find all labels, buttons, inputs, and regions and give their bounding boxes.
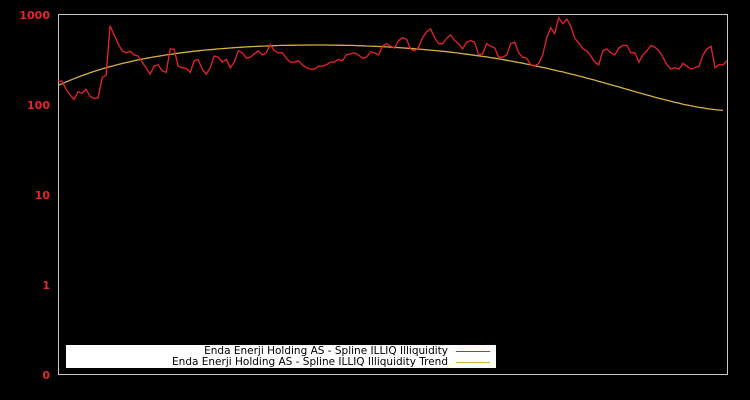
y-tick-label: 100 (27, 99, 50, 112)
y-tick-label: 1 (42, 279, 50, 292)
legend-item-illiquidity: Enda Enerji Holding AS - Spline ILLIQ Il… (204, 346, 490, 357)
y-tick-label: 1000 (19, 9, 50, 22)
legend-label: Enda Enerji Holding AS - Spline ILLIQ Il… (204, 345, 448, 357)
y-tick-label: 10 (35, 189, 51, 202)
legend-item-trend: Enda Enerji Holding AS - Spline ILLIQ Il… (172, 357, 490, 368)
y-tick-label: 0 (42, 369, 50, 382)
legend-swatch-red (456, 351, 490, 352)
legend-label: Enda Enerji Holding AS - Spline ILLIQ Il… (172, 356, 448, 368)
legend-swatch-yellow (456, 362, 490, 363)
chart-legend: Enda Enerji Holding AS - Spline ILLIQ Il… (66, 345, 496, 368)
illiquidity-series-line (58, 16, 728, 101)
trend-series-line (57, 44, 724, 112)
plot-frame (58, 14, 728, 375)
